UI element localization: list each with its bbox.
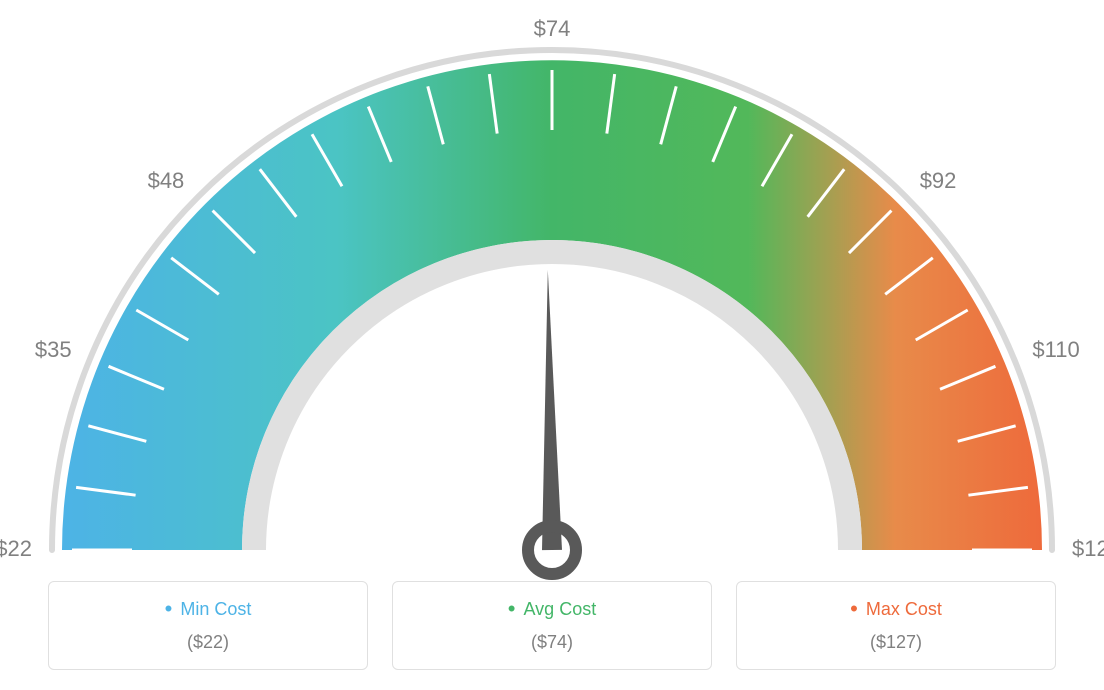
svg-text:$92: $92: [920, 168, 957, 193]
legend-avg-label: Avg Cost: [393, 596, 711, 622]
svg-text:$110: $110: [1032, 337, 1079, 362]
svg-text:$48: $48: [148, 168, 185, 193]
svg-text:$22: $22: [0, 536, 32, 561]
svg-text:$127: $127: [1072, 536, 1104, 561]
svg-text:$74: $74: [534, 16, 571, 41]
legend-max-value: ($127): [737, 632, 1055, 653]
legend-max-label: Max Cost: [737, 596, 1055, 622]
legend-row: Min Cost ($22) Avg Cost ($74) Max Cost (…: [0, 581, 1104, 670]
legend-min-value: ($22): [49, 632, 367, 653]
legend-min-label: Min Cost: [49, 596, 367, 622]
legend-avg-value: ($74): [393, 632, 711, 653]
legend-card-min: Min Cost ($22): [48, 581, 368, 670]
chart-container: $22 $35 $48 $74 $92 $110 $127 Min Cost ($22) A…: [0, 0, 1104, 690]
legend-card-avg: Avg Cost ($74): [392, 581, 712, 670]
svg-text:$35: $35: [35, 337, 72, 362]
gauge-chart: $22 $35 $48 $74 $92 $110 $127: [0, 0, 1104, 580]
legend-card-max: Max Cost ($127): [736, 581, 1056, 670]
